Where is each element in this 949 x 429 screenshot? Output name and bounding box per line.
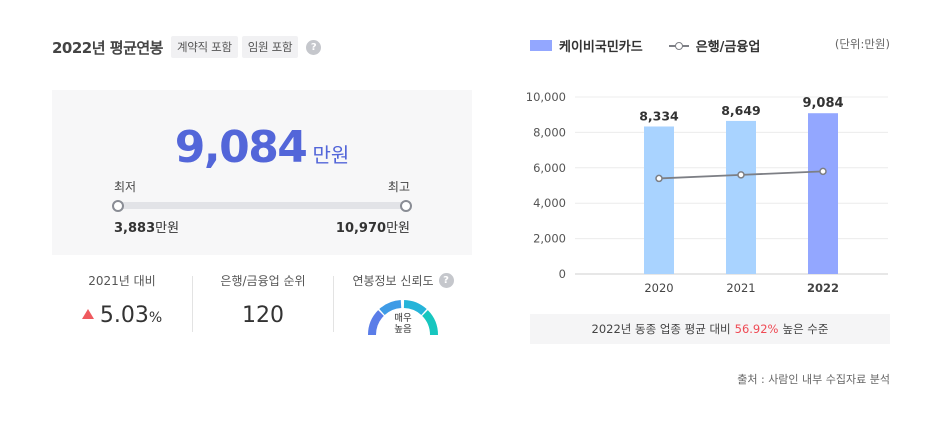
range-min-knob [112,200,124,212]
range-max-knob [400,200,412,212]
stat-divider [333,276,334,332]
x-tick-label: 2022 [807,281,839,295]
bar-value-label: 8,649 [721,103,761,118]
average-salary: 9,084 만원 [52,122,472,173]
stat-rank-value: 120 [242,303,284,328]
range-min-value: 3,883만원 [114,221,180,236]
stat-reliability-label: 연봉정보 신뢰도 [352,274,434,288]
tag-executive-included: 임원 포함 [241,36,299,58]
help-icon[interactable]: ? [438,273,454,288]
reliability-gauge: 매우 높음 [366,297,440,337]
stat-rank-label: 은행/금융업 순위 [220,274,306,288]
bar-value-label: 9,084 [802,96,843,111]
line-point [819,167,827,176]
y-tick-label: 2,000 [533,232,566,246]
salary-range-track [118,202,406,209]
y-tick-label: 10,000 [526,90,566,104]
range-max-value: 10,970만원 [335,221,410,236]
x-tick-label: 2020 [644,281,673,295]
stat-reliability: 연봉정보 신뢰도 ? 매우 높음 [334,272,472,337]
salary-summary-box: 9,084 만원 최저 최고 3,883만원 10,970만원 [52,90,472,255]
unit-note: (단위:만원) [834,37,890,51]
y-tick-label: 8,000 [533,125,566,139]
help-icon[interactable]: ? [306,39,322,55]
bar [808,113,838,274]
average-salary-unit: 만원 [312,143,350,167]
stat-divider [192,276,193,332]
page-title: 2022년 평균연봉 [52,38,163,57]
y-tick-label: 6,000 [533,161,566,175]
stat-yoy-value: 5.03% [52,303,192,328]
y-tick-label: 4,000 [533,196,566,210]
salary-chart: 10,000 8,000 6,000 4,000 2,000 0 8,334 2020 8,64… [526,90,888,295]
bar [644,126,674,274]
arrow-up-icon [81,309,94,319]
stat-rank: 은행/금융업 순위 120 [193,272,333,328]
source-note: 출처 : 사람인 내부 수집자료 분석 [737,373,890,386]
reliability-value: 매우 높음 [394,313,412,335]
line-point [737,171,745,179]
stat-yoy: 2021년 대비 5.03% [52,272,192,328]
line-point [655,174,663,183]
range-max-label: 최고 [387,180,410,194]
comparison-percent: 56.92% [734,322,779,336]
tag-contract-included: 계약직 포함 [170,36,238,58]
average-salary-value: 9,084 [174,122,308,173]
bar [726,120,756,274]
header: 2022년 평균연봉 계약직 포함 임원 포함 ? [52,36,322,58]
legend-bar-swatch [530,40,552,51]
legend-line-label: 은행/금융업 [695,40,761,55]
legend-line-icon [668,40,689,52]
gauge-arc-icon [367,300,439,336]
x-tick-label: 2021 [726,281,755,295]
chart-legend: 케이비국민카드 은행/금융업 [530,36,760,55]
stat-yoy-label: 2021년 대비 [88,274,156,288]
bar-value-label: 8,334 [639,108,679,123]
y-tick-label: 0 [559,267,566,281]
range-min-label: 최저 [114,180,137,194]
comparison-summary: 2022년 동종 업종 평균 대비 56.92% 높은 수준 [530,314,890,344]
legend-bar-label: 케이비국민카드 [559,40,643,55]
